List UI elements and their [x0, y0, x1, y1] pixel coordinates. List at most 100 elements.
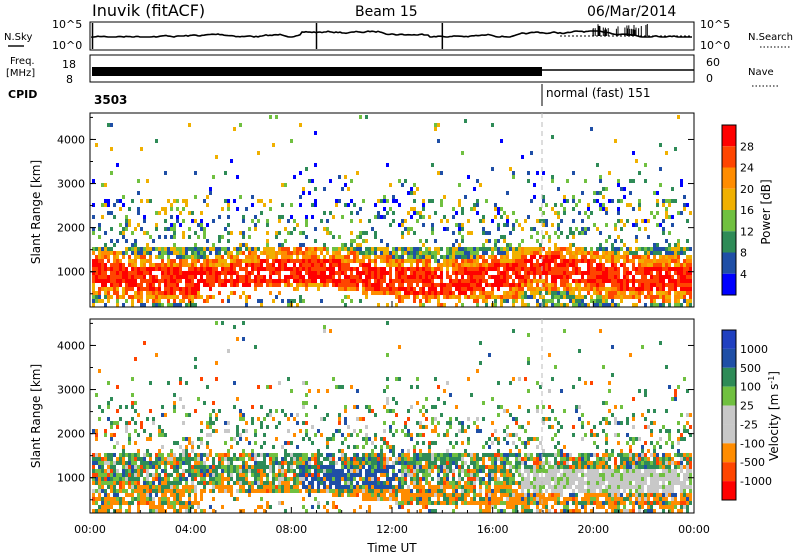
velocity-cell [326, 413, 329, 417]
power-cell [98, 299, 101, 303]
power-cell [386, 243, 389, 247]
velocity-cell [221, 485, 224, 489]
velocity-cell [488, 473, 491, 477]
velocity-cell [281, 501, 284, 505]
power-cell [308, 279, 311, 283]
power-cell [308, 179, 311, 183]
velocity-cell [98, 509, 101, 513]
power-cell [563, 259, 566, 263]
velocity-cell [122, 481, 125, 485]
velocity-cell [119, 457, 122, 461]
power-cell [599, 263, 602, 267]
power-cell [392, 259, 395, 263]
noise-panel-frame [89, 21, 695, 51]
power-cell [392, 199, 395, 203]
velocity-cell [356, 461, 359, 465]
velocity-cell [155, 473, 158, 477]
power-cell [635, 247, 638, 251]
velocity-cell [119, 405, 122, 409]
velocity-cell [416, 469, 419, 473]
power-cell [569, 251, 572, 255]
velocity-cell [404, 501, 407, 505]
power-cell [413, 279, 416, 283]
velocity-cell [176, 461, 179, 465]
power-cell [536, 303, 539, 307]
velocity-cell [410, 489, 413, 493]
power-cell [206, 263, 209, 267]
power-cell [182, 251, 185, 255]
power-cell [425, 283, 428, 287]
velocity-cell [227, 473, 230, 477]
power-cell [224, 267, 227, 271]
power-cell [599, 291, 602, 295]
velocity-cell [380, 493, 383, 497]
power-cell [398, 279, 401, 283]
power-cell [326, 247, 329, 251]
velocity-cell [470, 485, 473, 489]
velocity-cell [194, 461, 197, 465]
velocity-cell [368, 485, 371, 489]
velocity-cell [434, 465, 437, 469]
power-cell [434, 259, 437, 263]
velocity-cell [401, 457, 404, 461]
velocity-cell [221, 481, 224, 485]
power-cell [416, 275, 419, 279]
power-cell [626, 295, 629, 299]
power-cell [137, 207, 140, 211]
velocity-cell [146, 473, 149, 477]
power-cell [110, 263, 113, 267]
power-cell [131, 267, 134, 271]
power-cell [209, 295, 212, 299]
power-cell [170, 287, 173, 291]
velocity-cell [116, 461, 119, 465]
power-cell [119, 223, 122, 227]
power-cell [614, 303, 617, 307]
power-cell [449, 291, 452, 295]
power-cell [596, 251, 599, 255]
power-cell [215, 247, 218, 251]
velocity-cell [158, 457, 161, 461]
colorbar-swatch [722, 146, 736, 168]
velocity-cell [107, 473, 110, 477]
power-cell [299, 283, 302, 287]
power-cell [437, 251, 440, 255]
velocity-cell [260, 505, 263, 509]
power-cell [332, 259, 335, 263]
velocity-cell [200, 453, 203, 457]
power-cell [197, 251, 200, 255]
power-cell [626, 287, 629, 291]
power-cell [119, 295, 122, 299]
velocity-cell [341, 489, 344, 493]
power-cell [491, 219, 494, 223]
velocity-cell [383, 441, 386, 445]
power-cell [404, 259, 407, 263]
velocity-cell [458, 485, 461, 489]
power-cell [170, 279, 173, 283]
power-cell [563, 287, 566, 291]
power-cell [188, 287, 191, 291]
velocity-cell [245, 429, 248, 433]
power-cell [374, 231, 377, 235]
power-cell [623, 279, 626, 283]
power-cell [461, 259, 464, 263]
velocity-cell [371, 489, 374, 493]
power-cell [647, 283, 650, 287]
velocity-cell [125, 405, 128, 409]
power-cell [392, 255, 395, 259]
velocity-cell [128, 493, 131, 497]
velocity-cell [236, 497, 239, 501]
velocity-cell [404, 473, 407, 477]
velocity-cell [275, 425, 278, 429]
power-cell [299, 123, 302, 127]
velocity-cell [254, 465, 257, 469]
power-cell [374, 283, 377, 287]
velocity-cell [311, 477, 314, 481]
velocity-cell [479, 485, 482, 489]
power-cell [398, 295, 401, 299]
power-cell [104, 243, 107, 247]
velocity-cell [401, 449, 404, 453]
power-cell [686, 239, 689, 243]
power-cell [359, 219, 362, 223]
velocity-cell [371, 457, 374, 461]
velocity-cell [353, 405, 356, 409]
